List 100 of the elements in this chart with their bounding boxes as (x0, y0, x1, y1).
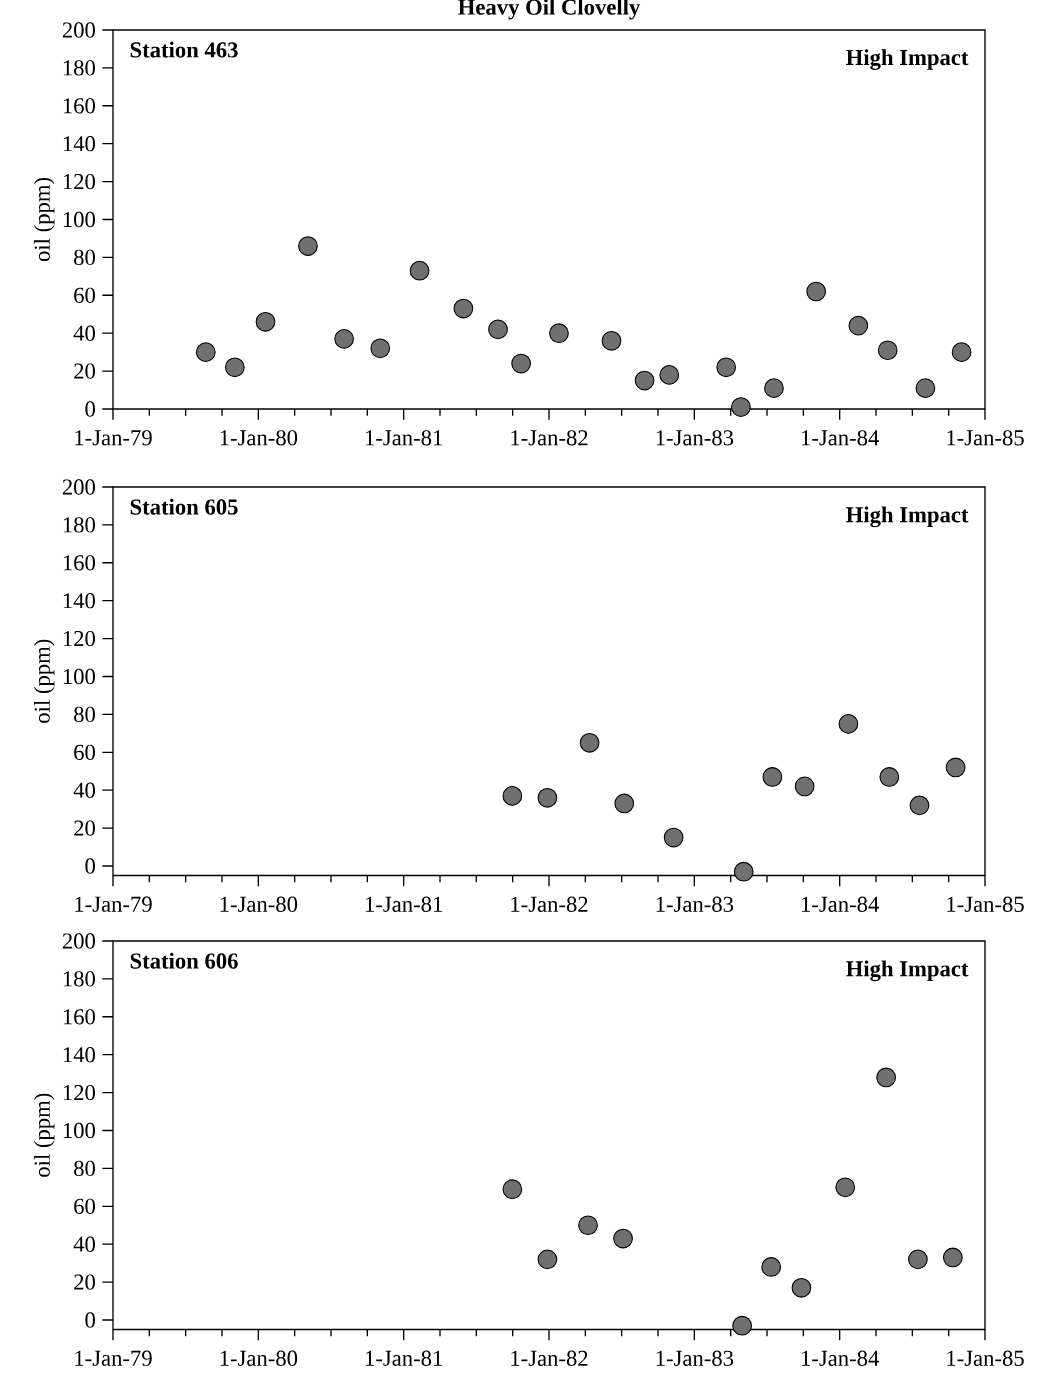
x-tick-label: 1-Jan-83 (656, 430, 734, 446)
y-axis-title: oil (ppm) (33, 1093, 55, 1177)
point (537, 787, 558, 808)
x-tick-label: 1-Jan-85 (947, 430, 1024, 446)
point (453, 298, 474, 319)
point (806, 281, 827, 302)
annotation: Station 605 (130, 498, 238, 515)
point (908, 1249, 928, 1270)
point (511, 353, 531, 374)
y-tick-label: 200 (62, 933, 95, 949)
x-tick-label: 1-Jan-82 (511, 1350, 588, 1366)
annotation: High Impact (846, 506, 969, 528)
y-tick-label: 160 (63, 555, 95, 571)
point (578, 1215, 598, 1236)
y-tick-label: 60 (74, 287, 95, 303)
y-tick-label: 20 (74, 363, 95, 379)
y-tick-label: 0 (85, 401, 95, 417)
x-tick-label: 1-Jan-79 (75, 1350, 152, 1366)
y-tick-label: 0 (85, 1312, 95, 1328)
x-tick-label: 1-Jan-84 (802, 430, 879, 446)
point (838, 713, 859, 734)
y-tick-label: 140 (63, 1047, 95, 1063)
point (915, 378, 936, 399)
point (614, 793, 635, 814)
annotation: Station 606 (130, 952, 238, 969)
y-tick-label: 60 (74, 744, 95, 760)
x-tick-label: 1-Jan-83 (656, 1350, 734, 1366)
point (370, 338, 391, 359)
point (663, 827, 684, 848)
point (601, 330, 622, 351)
y-tick-label: 0 (85, 858, 95, 874)
x-tick-label: 1-Jan-80 (220, 896, 298, 912)
y-tick-label: 180 (63, 60, 95, 76)
point (716, 357, 737, 378)
y-tick-label: 40 (73, 782, 95, 798)
point (761, 1257, 782, 1277)
point (634, 370, 655, 391)
y-tick-label: 140 (63, 593, 95, 609)
x-tick-label: 1-Jan-84 (802, 1350, 879, 1366)
y-tick-label: 140 (63, 136, 95, 152)
y-tick-label: 160 (63, 1009, 95, 1025)
x-tick-label: 1-Jan-85 (947, 1350, 1024, 1366)
point (732, 1315, 752, 1336)
point (848, 315, 869, 336)
point (764, 378, 784, 399)
x-tick-label: 1-Jan-79 (75, 430, 152, 446)
point (733, 861, 754, 882)
point (255, 311, 276, 332)
point (502, 786, 523, 806)
point (298, 236, 318, 256)
point (409, 260, 430, 281)
y-tick-label: 40 (73, 1236, 95, 1252)
annotation: High Impact (846, 49, 969, 70)
point (334, 329, 354, 349)
point (195, 342, 216, 363)
point (879, 767, 900, 787)
y-tick-label: 60 (74, 1198, 95, 1214)
x-tick-label: 1-Jan-84 (802, 896, 879, 912)
y-tick-label: 20 (74, 1274, 95, 1290)
y-tick-label: 40 (73, 325, 95, 341)
y-axis-title: oil (ppm) (33, 177, 55, 262)
point (488, 319, 508, 340)
x-tick-label: 1-Jan-83 (656, 896, 734, 912)
point (502, 1179, 523, 1200)
point (945, 757, 966, 778)
x-tick-label: 1-Jan-81 (366, 430, 442, 446)
point (942, 1247, 963, 1268)
x-tick-label: 1-Jan-85 (947, 896, 1024, 912)
point (659, 365, 680, 385)
point (579, 732, 600, 753)
y-tick-label: 80 (74, 706, 95, 723)
y-tick-label: 80 (74, 1160, 95, 1177)
point (613, 1228, 633, 1249)
y-tick-label: 200 (62, 22, 95, 38)
point (791, 1277, 812, 1298)
point (877, 340, 898, 361)
y-tick-label: 120 (63, 173, 95, 190)
y-tick-label: 120 (63, 630, 95, 647)
y-tick-label: 200 (62, 479, 95, 495)
x-tick-label: 1-Jan-81 (366, 1350, 442, 1366)
y-axis-title: oil (ppm) (33, 639, 55, 723)
point (876, 1067, 896, 1088)
point (835, 1177, 856, 1198)
y-tick-label: 100 (63, 1122, 95, 1139)
x-tick-label: 1-Jan-82 (511, 896, 588, 912)
point (537, 1249, 558, 1270)
x-tick-label: 1-Jan-80 (220, 430, 298, 446)
point (224, 357, 245, 378)
y-tick-label: 100 (63, 668, 95, 685)
y-tick-label: 20 (74, 820, 95, 836)
y-tick-label: 100 (63, 211, 95, 228)
y-tick-label: 180 (63, 971, 95, 987)
y-tick-label: 80 (74, 249, 95, 266)
y-tick-label: 160 (63, 98, 95, 114)
point (909, 795, 930, 816)
point (549, 323, 569, 344)
point (951, 342, 972, 363)
point (731, 397, 751, 417)
point (762, 767, 783, 787)
annotation: High Impact (846, 960, 969, 982)
